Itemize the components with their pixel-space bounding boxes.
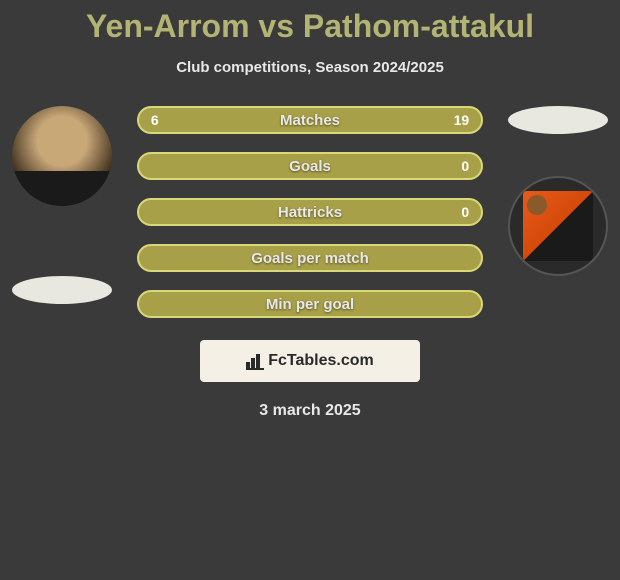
- comparison-row: 6 Matches 19 Goals 0 Hattricks 0 Goals p…: [0, 106, 620, 318]
- stat-label: Hattricks: [278, 204, 342, 221]
- stat-bar-goals: Goals 0: [137, 152, 483, 180]
- chart-icon: [246, 352, 264, 370]
- stat-bar-hattricks: Hattricks 0: [137, 198, 483, 226]
- stat-label: Matches: [280, 112, 340, 129]
- source-logo: FcTables.com: [200, 340, 420, 382]
- player-left-column: [8, 106, 117, 304]
- player-right-badge: [508, 176, 608, 276]
- stat-label: Goals per match: [251, 250, 369, 267]
- stat-bar-goals-per-match: Goals per match: [137, 244, 483, 272]
- player-left-team-ellipse: [12, 276, 112, 304]
- player-left-avatar: [12, 106, 112, 206]
- stat-left-value: 6: [151, 112, 159, 128]
- infographic-container: Yen-Arrom vs Pathom-attakul Club competi…: [0, 0, 620, 420]
- stat-right-value: 0: [461, 204, 469, 220]
- date-label: 3 march 2025: [0, 402, 620, 420]
- stat-bar-min-per-goal: Min per goal: [137, 290, 483, 318]
- stats-bars: 6 Matches 19 Goals 0 Hattricks 0 Goals p…: [137, 106, 483, 318]
- stat-bar-matches: 6 Matches 19: [137, 106, 483, 134]
- player-right-team-ellipse: [508, 106, 608, 134]
- stat-label: Min per goal: [266, 296, 354, 313]
- stat-label: Goals: [289, 158, 331, 175]
- page-title: Yen-Arrom vs Pathom-attakul: [0, 8, 620, 45]
- subtitle: Club competitions, Season 2024/2025: [0, 59, 620, 76]
- stat-right-value: 0: [461, 158, 469, 174]
- player-right-column: [503, 106, 612, 276]
- stat-right-value: 19: [454, 112, 470, 128]
- club-badge-icon: [523, 191, 593, 261]
- source-logo-text: FcTables.com: [268, 352, 374, 370]
